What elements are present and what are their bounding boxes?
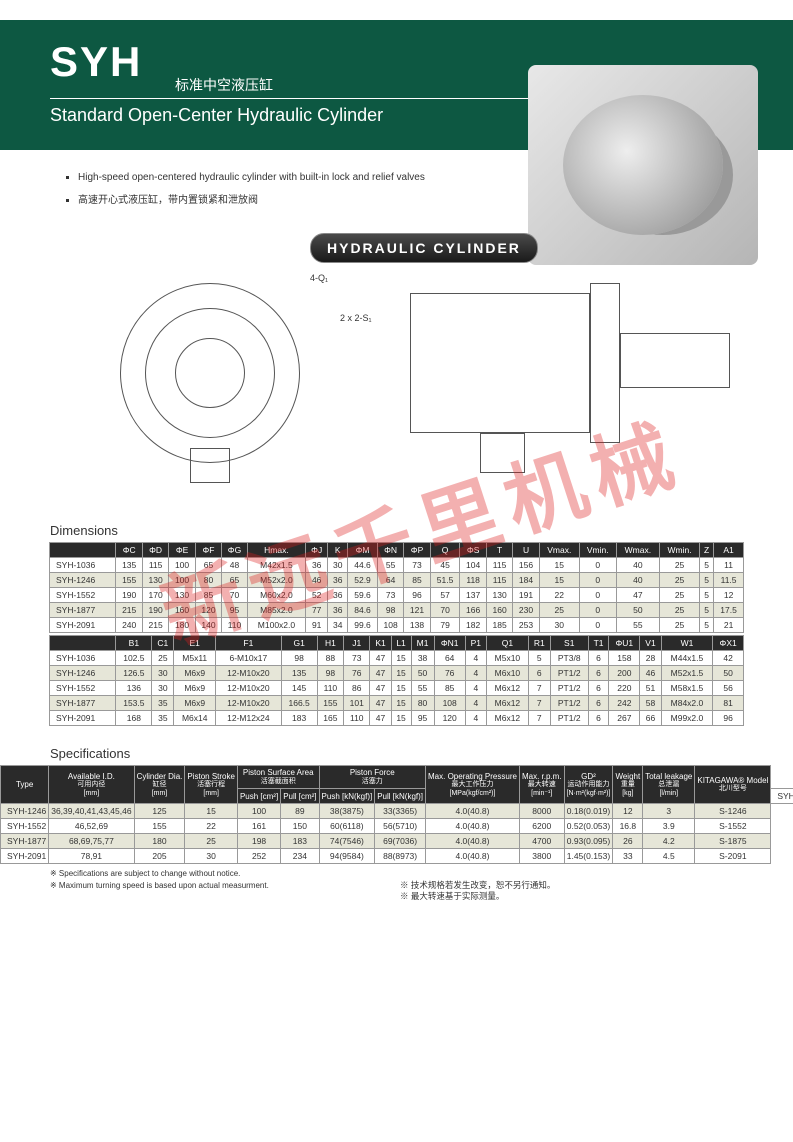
col-header: S1 [550,636,588,651]
table-row: SYH-155246,52,691552216115060(6118)56(57… [1,819,793,834]
col-header: Type [1,766,49,804]
col-header: Piston Stroke活塞行程[mm] [185,766,238,804]
col-header: L1 [391,636,411,651]
col-header: Available I.D.可用内径[mm] [49,766,134,804]
table-row: SYH-2091240215180140110M100x2.0913499.61… [50,618,744,633]
col-header: V1 [640,636,661,651]
col-header: Q [430,543,460,558]
table-row: SYH-124636,39,40,41,43,45,46125151008938… [1,804,793,819]
side-view [400,273,750,483]
table-row: SYH-1877153.535M6x912-M10x20166.51551014… [50,696,744,711]
col-header: Piston Force活塞力 [319,766,425,789]
col-header: F1 [216,636,281,651]
specifications-table: TypeAvailable I.D.可用内径[mm]Cylinder Dia.缸… [0,765,793,864]
col-header: Hmax. [247,543,305,558]
col-header: Max. r.p.m.最大转速[min⁻¹] [519,766,564,804]
col-header: Wmin. [660,543,700,558]
footnotes: ※ Specifications are subject to change w… [50,868,793,890]
col-header: ΦF [195,543,221,558]
note-en1: ※ Specifications are subject to change w… [50,869,240,878]
col-header: Max. Operating Pressure最大工作压力[MPa(kgf/cm… [426,766,520,804]
col-header: K1 [370,636,391,651]
col-header: ΦX1 [713,636,744,651]
col-header: ΦN1 [434,636,465,651]
col-header: Push [cm²] [237,789,280,804]
product-code: SYH [50,38,142,86]
table-row: SYH-1036102.525M5x116-M10x17988873471538… [50,651,744,666]
col-header: KITAGAWA® Model北川型号 [695,766,771,804]
callout-2x2s1: 2 x 2-S₁ [340,313,372,323]
col-header: GD²运动作用能力[N·m²(kgf·m²)] [564,766,613,804]
col-header: Wmax. [616,543,659,558]
table-row: SYH-12461551301008065M52x2.0463652.96485… [50,573,744,588]
col-header: G1 [281,636,317,651]
callout-4q1: 4-Q₁ [310,273,328,283]
col-header: Vmin. [579,543,616,558]
col-header: U [513,543,539,558]
table-row: SYH-187721519016012095M85x2.0773684.6981… [50,603,744,618]
front-view [90,283,330,483]
col-header: C1 [152,636,174,651]
col-header: ΦU1 [609,636,640,651]
dimensions-title: Dimensions [50,523,793,538]
col-header: ΦD [142,543,168,558]
col-header: M1 [411,636,434,651]
note-en2: ※ Maximum turning speed is based upon ac… [50,881,269,890]
col-header: ΦJ [306,543,328,558]
col-header: ΦE [169,543,195,558]
table-row: SYH-155213630M6x912-M10x2014511086471555… [50,681,744,696]
table-row: SYH-1246126.530M6x912-M10x20135987647155… [50,666,744,681]
col-header: ΦP [404,543,430,558]
product-photo [528,65,758,265]
col-header: ΦM [348,543,378,558]
category-badge: HYDRAULIC CYLINDER [310,233,538,263]
col-header: P1 [465,636,486,651]
col-header: T [486,543,512,558]
table-row: SYH-10361351151006548M42x1.5363044.65573… [50,558,744,573]
col-header [50,636,116,651]
col-header: K [328,543,348,558]
col-header: Z [700,543,714,558]
note-cn2: ※ 最大转速基于实际测量。 [400,891,504,901]
technical-drawing: 4-Q₁ 2 x 2-S₁ [50,263,753,503]
col-header: Vmax. [539,543,579,558]
col-header: Cylinder Dia.缸径[mm] [134,766,185,804]
col-header: H1 [317,636,343,651]
col-header: J1 [344,636,370,651]
dimensions-table-2: B1C1E1F1G1H1J1K1L1M1ΦN1P1Q1R1S1T1ΦU1V1W1… [49,635,744,726]
col-header: E1 [174,636,216,651]
table-row: SYH-209178,912053025223494(9584)88(8973)… [1,849,793,864]
col-header: T1 [588,636,609,651]
col-header: W1 [661,636,713,651]
subtitle-chinese: 标准中空液压缸 [175,75,273,95]
col-header: Pull [cm²] [281,789,319,804]
note-cn1: ※ 技术规格若发生改变，恕不另行通知。 [400,880,555,890]
col-header: R1 [528,636,550,651]
dimensions-table-1: ΦCΦDΦEΦFΦGHmax.ΦJKΦMΦNΦPQΦSTUVmax.Vmin.W… [49,542,744,633]
col-header [50,543,116,558]
col-header: A1 [714,543,744,558]
col-header: ΦS [460,543,486,558]
col-header: Pull [kN(kgf)] [375,789,426,804]
subtitle-english: Standard Open-Center Hydraulic Cylinder [50,105,383,126]
col-header: ΦG [222,543,248,558]
table-row: SYH-15521901701308570M60x2.0523659.67396… [50,588,744,603]
col-header: Weight重量[kg] [613,766,643,804]
col-header: Total leakage总泄漏[l/min] [643,766,695,804]
col-header: ΦN [377,543,403,558]
spec-title: Specifications [50,746,793,761]
cylinder-render [563,95,723,235]
col-header: ΦC [116,543,142,558]
table-row: SYH-187768,69,75,771802519818374(7546)69… [1,834,793,849]
col-header: Piston Surface Area活塞截面积 [237,766,319,789]
table-row: SYH-209116835M6x1412-M12x241831651104715… [50,711,744,726]
col-header: Q1 [486,636,528,651]
col-header: Push [kN(kgf)] [319,789,375,804]
col-header: B1 [116,636,152,651]
